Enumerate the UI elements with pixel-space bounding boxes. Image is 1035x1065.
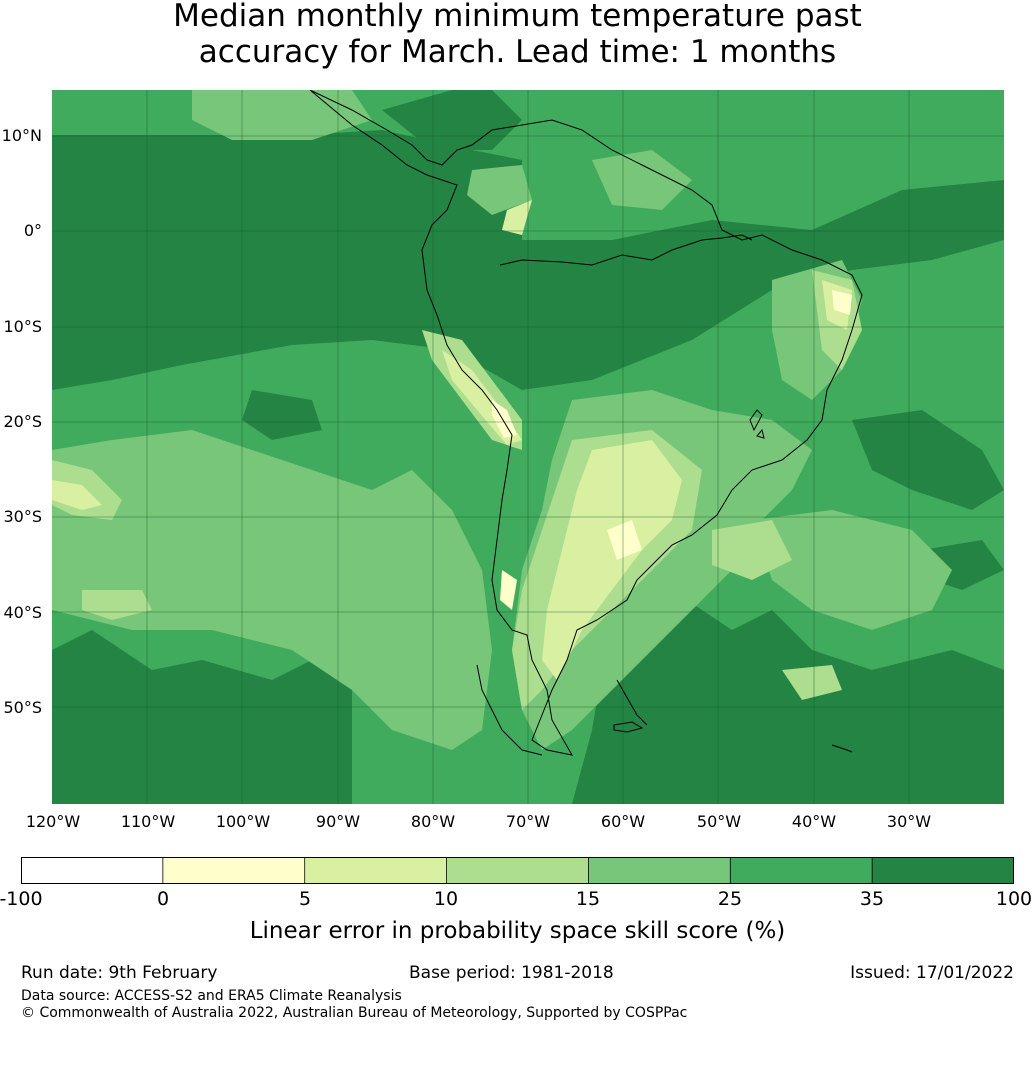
- lat-label-10s: 10°S: [3, 317, 42, 336]
- colorbar-tick-15: 15: [575, 888, 601, 910]
- colorbar-tick-10: 10: [433, 888, 459, 910]
- graticule: [52, 90, 1004, 804]
- lon-label-70w: 70°W: [505, 812, 551, 831]
- lon-label-120w: 120°W: [25, 812, 81, 831]
- lat-label-10n: 10°N: [1, 126, 42, 145]
- colorbar-outline: [21, 857, 1014, 884]
- lon-label-100w: 100°W: [215, 812, 271, 831]
- lat-label-0: 0°: [23, 221, 42, 240]
- lat-label-50s: 50°S: [3, 698, 42, 717]
- lat-label-30s: 30°S: [3, 507, 42, 526]
- colorbar-tick-35: 35: [859, 888, 885, 910]
- colorbar-tick-100: 100: [995, 888, 1033, 910]
- lat-label-20s: 20°S: [3, 412, 42, 431]
- colorbar-tick-neg100: -100: [0, 888, 43, 910]
- colorbar-segment: [162, 857, 306, 884]
- lon-label-50w: 50°W: [696, 812, 742, 831]
- copyright: © Commonwealth of Australia 2022, Austra…: [21, 1005, 688, 1021]
- lon-label-30w: 30°W: [886, 812, 932, 831]
- colorbar-segment: [588, 857, 731, 884]
- colorbar-tick-25: 25: [717, 888, 743, 910]
- no-skill-regions: [492, 290, 852, 610]
- lon-label-80w: 80°W: [410, 812, 456, 831]
- map-title-line-1: Median monthly minimum temperature past: [173, 0, 862, 34]
- lon-label-60w: 60°W: [600, 812, 646, 831]
- lon-label-40w: 40°W: [791, 812, 837, 831]
- colorbar-label: Linear error in probability space skill …: [249, 918, 786, 944]
- colorbar-segment: [304, 857, 448, 884]
- coastline: [309, 90, 863, 756]
- map-title-line-2: accuracy for March. Lead time: 1 months: [198, 34, 837, 70]
- colorbar-segment: [730, 857, 873, 884]
- issued-date: Issued: 17/01/2022: [850, 963, 1014, 983]
- lon-label-110w: 110°W: [120, 812, 176, 831]
- colorbar-segment: [21, 857, 164, 884]
- colorbar-tick-5: 5: [298, 888, 312, 910]
- base-period: Base period: 1981-2018: [409, 963, 614, 983]
- run-date: Run date: 9th February: [21, 963, 218, 983]
- colorbar-segment: [446, 857, 589, 884]
- skill-score-map: [52, 90, 1004, 804]
- data-source: Data source: ACCESS-S2 and ERA5 Climate …: [21, 988, 402, 1004]
- colorbar-tick-0: 0: [156, 888, 170, 910]
- lon-label-90w: 90°W: [315, 812, 361, 831]
- lat-label-40s: 40°S: [3, 603, 42, 622]
- colorbar: [21, 857, 1014, 884]
- colorbar-segment: [872, 857, 1014, 884]
